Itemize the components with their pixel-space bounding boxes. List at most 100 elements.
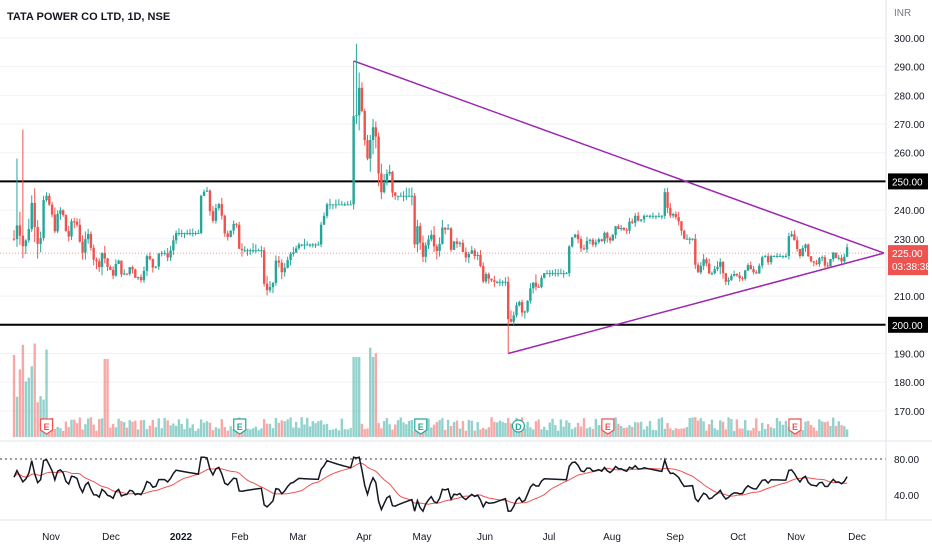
candle: [716, 261, 719, 272]
volume-bar: [391, 429, 394, 437]
candle: [611, 233, 615, 242]
volume-bar: [172, 423, 175, 437]
candle: [744, 269, 747, 281]
volume-bar: [183, 429, 186, 437]
candle: [606, 231, 609, 243]
candle: [548, 269, 551, 278]
triangle-lower-trendline[interactable]: [508, 252, 885, 355]
volume-bar: [136, 429, 140, 437]
candle: [654, 215, 658, 220]
candle: [98, 258, 101, 272]
earnings-marker[interactable]: E: [788, 418, 802, 435]
candle: [707, 258, 711, 275]
candle: [482, 262, 485, 284]
volume-bar: [443, 429, 447, 437]
volume-bar: [98, 419, 101, 437]
volume-bar: [343, 429, 346, 437]
candle: [573, 233, 577, 239]
volume-bar: [559, 419, 563, 437]
candle: [585, 236, 589, 253]
triangle-upper-trendline[interactable]: [353, 60, 885, 254]
volume-bar: [781, 424, 785, 437]
candle: [416, 219, 419, 253]
candle: [251, 243, 255, 254]
volume-bar: [211, 430, 215, 437]
candle: [702, 254, 705, 271]
volume-bar: [654, 430, 658, 437]
volume-bar: [229, 426, 232, 437]
volume-bar: [64, 421, 68, 437]
price-tick: 260.00: [894, 149, 925, 160]
volume-bar: [772, 428, 776, 437]
volume-bar: [763, 428, 767, 437]
volume-bar: [685, 427, 689, 437]
candle: [277, 255, 281, 268]
candle: [114, 259, 118, 277]
volume-bar: [260, 428, 263, 437]
volume-bar: [826, 421, 829, 437]
volume-bar: [277, 422, 281, 437]
volume-bar: [303, 424, 306, 437]
volume-bar: [61, 430, 65, 437]
volume-bar: [746, 430, 750, 437]
candle: [369, 135, 372, 172]
volume-bar: [501, 421, 504, 437]
volume-bar: [349, 428, 352, 437]
volume-bar: [812, 427, 816, 437]
volume-bar: [84, 424, 87, 437]
volume-bar: [809, 424, 813, 437]
volume-bar: [111, 423, 115, 437]
time-tick: Aug: [603, 532, 621, 543]
candle: [829, 258, 832, 267]
volume-bar: [399, 417, 402, 437]
volume-bar: [551, 418, 554, 437]
level-label: 200.00: [892, 321, 923, 332]
volume-bar: [427, 418, 430, 437]
candle: [509, 310, 513, 323]
volume-bar: [131, 421, 134, 437]
earnings-marker[interactable]: E: [39, 418, 54, 435]
volume-bar: [531, 429, 535, 437]
candle: [798, 248, 802, 259]
candle: [407, 187, 411, 197]
volume-bar: [651, 429, 655, 437]
price-axis[interactable]: 300.00 290.00 280.00 270.00 260.00 240.00 230.…: [885, 0, 925, 520]
volume-bar: [220, 419, 224, 437]
candle: [188, 228, 192, 236]
candle: [371, 119, 375, 155]
earnings-marker[interactable]: E: [414, 418, 428, 435]
rsi-line: [13, 456, 848, 513]
volume-bar: [405, 424, 408, 437]
candle: [565, 271, 568, 275]
volume-bar: [545, 430, 549, 437]
time-axis[interactable]: Nov Dec 2022 Feb Mar Apr May Jun Jul Aug Sep Oct Nov…: [0, 519, 932, 543]
candle: [405, 187, 408, 201]
symmetrical-triangle[interactable]: 225.00 03:38:38: [0, 60, 931, 355]
volume-bar: [262, 419, 266, 437]
candle: [297, 242, 301, 250]
candle: [840, 254, 843, 265]
candle: [382, 174, 386, 194]
candle: [719, 258, 722, 275]
candle: [727, 277, 730, 286]
volume-bar: [39, 396, 42, 437]
volume-bar: [430, 427, 433, 437]
earnings-marker[interactable]: E: [601, 418, 615, 435]
candle: [832, 251, 835, 262]
earnings-marker[interactable]: E: [233, 418, 247, 435]
candle: [467, 251, 471, 264]
candle: [328, 198, 332, 210]
candle: [730, 273, 733, 281]
volume-bar: [322, 424, 326, 437]
horizontal-levels[interactable]: 250.00 200.00: [0, 173, 928, 333]
candle: [314, 243, 317, 248]
volume-bar: [331, 429, 335, 437]
earnings-marker[interactable]: D: [511, 419, 525, 433]
volume-bar: [666, 423, 669, 437]
volume-bar: [223, 427, 226, 437]
candle: [151, 258, 155, 273]
candle: [191, 228, 194, 237]
volume-bar: [699, 418, 703, 437]
